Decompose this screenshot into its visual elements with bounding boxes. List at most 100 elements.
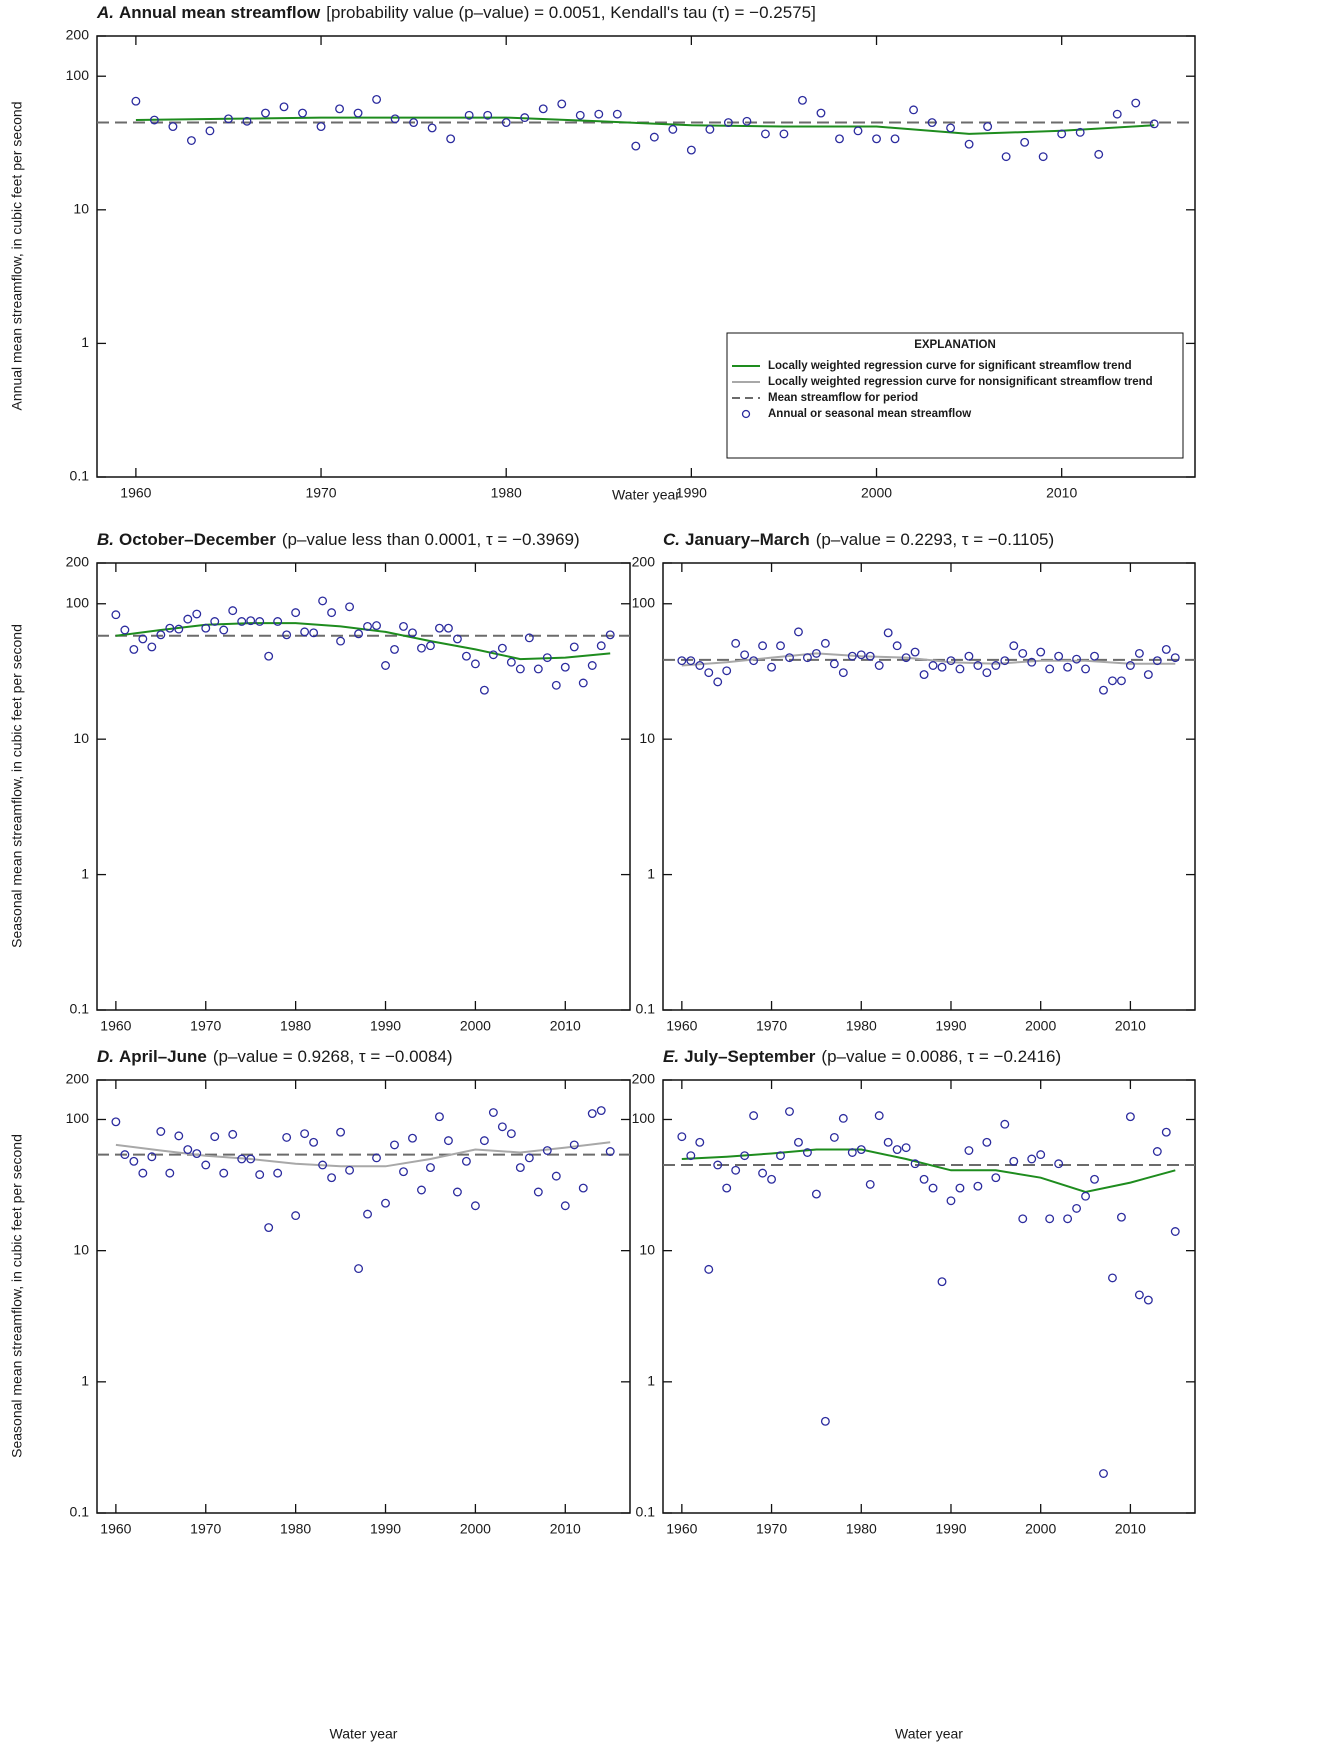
data-point [345,602,355,612]
data-point [1057,129,1067,139]
data-point [872,134,881,144]
data-point [723,118,733,127]
data-point [909,105,919,115]
y-tick-label: 100 [66,594,90,610]
data-point [740,1151,750,1161]
data-point [749,1111,759,1121]
data-point [237,1154,247,1164]
data-point [506,1129,516,1139]
data-point [291,608,301,618]
data-point [587,1109,597,1118]
data-point [1063,1214,1073,1224]
data-point [865,651,875,661]
data-point [427,123,437,133]
x-tick-label: 2000 [1025,1018,1056,1034]
panel-title: D. April–June (p–value = 0.9268, τ = −0.00… [97,1047,453,1066]
data-point [742,116,752,126]
data-point [695,1137,705,1147]
data-point [883,628,893,638]
data-point [1143,670,1153,680]
data-point [731,1165,741,1175]
data-point [261,108,270,118]
y-axis-label: Annual mean streamflow, in cubic feet pe… [9,102,25,411]
x-tick-label: 2010 [550,1018,581,1034]
data-point [890,134,900,144]
plot-frame [96,35,1196,478]
data-point [758,641,768,651]
x-tick-label: 1980 [280,1018,311,1034]
data-point [829,1132,839,1142]
data-point [605,1147,615,1156]
data-point [704,1264,714,1274]
y-tick-label: 200 [66,1071,90,1087]
data-point [1134,1290,1144,1300]
data-point [785,1107,794,1116]
data-point [779,129,789,139]
data-point [479,1136,489,1146]
data-point [722,1183,732,1193]
data-point [901,1143,911,1153]
x-tick-label: 1970 [190,1521,221,1537]
x-tick-label: 2000 [460,1018,491,1034]
x-axis-label: Water year [612,487,680,503]
data-point [596,641,606,651]
data-point [785,653,794,663]
data-point [497,643,507,653]
data-point [1072,1203,1082,1213]
y-tick-label: 200 [632,554,656,570]
data-point [409,118,419,127]
data-point [316,122,326,131]
data-point [612,109,622,119]
data-point [1075,127,1085,137]
x-tick-label: 1970 [756,1521,787,1537]
data-point [461,651,471,661]
data-point [291,1211,301,1221]
data-point [542,1146,552,1155]
data-point [731,638,741,648]
data-point [847,1148,857,1157]
y-tick-label: 100 [66,67,90,83]
lowess-curve [115,1141,611,1168]
data-point [557,99,567,109]
y-tick-label: 0.1 [70,1001,90,1017]
data-point [991,1173,1001,1183]
data-point [982,668,992,678]
panel-subtitle: (p–value less than 0.0001, τ = −0.3969) [282,530,580,549]
panel-title-text: April–June [119,1047,207,1066]
data-point [390,1140,399,1150]
data-point [575,110,585,120]
x-tick-label: 1970 [756,1018,787,1034]
data-point [327,608,337,618]
data-point [946,1196,956,1206]
data-point [937,1277,947,1287]
data-point [264,1223,274,1233]
data-point [273,1168,283,1178]
panel-label: C. [663,530,680,549]
data-point [1108,1273,1117,1283]
data-point [363,1209,372,1219]
data-point [205,126,215,136]
data-point [1108,676,1117,686]
data-point [335,104,345,114]
data-point [417,1185,426,1195]
data-point [853,126,863,136]
x-tick-label: 2010 [1115,1521,1146,1537]
legend-label: Locally weighted regression curve for no… [768,376,1153,388]
data-point [300,1129,310,1139]
data-point [1152,656,1162,666]
data-point [1152,1147,1162,1156]
data-point [695,661,705,670]
data-point [928,1183,938,1193]
data-point [372,621,381,631]
y-tick-label: 0.1 [70,1504,90,1520]
data-point [569,642,579,652]
data-point [1099,1469,1108,1478]
data-point [1149,119,1159,129]
data-point [946,123,956,133]
legend-label: Locally weighted regression curve for si… [768,360,1132,372]
data-point [964,1146,974,1155]
data-point [1045,1214,1055,1224]
data-point [983,122,993,131]
y-tick-label: 1 [647,1373,655,1389]
data-point [587,661,597,670]
